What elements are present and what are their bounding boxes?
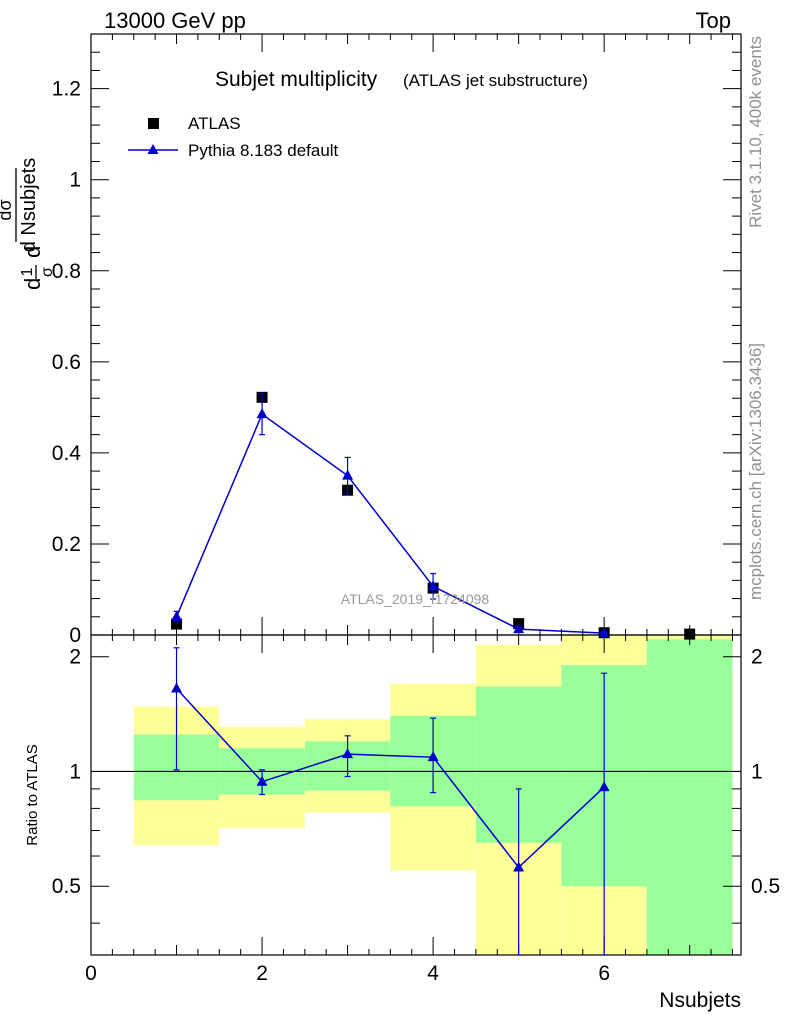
x-tick-label: 2	[256, 962, 268, 985]
ratio-tick-label-right: 2	[751, 646, 763, 669]
chart-title: Subjet multiplicity	[215, 68, 378, 91]
mc-point	[598, 627, 610, 638]
y-tick-label: 0.8	[52, 260, 81, 283]
y-tick-label: 0.2	[52, 533, 81, 556]
atlas-point	[684, 628, 696, 640]
ratio-point	[427, 751, 439, 762]
ratio-tick-label-left: 0.5	[52, 875, 81, 898]
mc-point	[256, 408, 268, 419]
x-axis-label: Nsubjets	[659, 989, 741, 1012]
ratio-uncertainty-bands	[133, 635, 733, 955]
ratio-band-green-6	[646, 639, 733, 955]
ratio-tick-label-left: 1	[69, 760, 81, 783]
ratio-axis-label: Ratio to ATLAS	[24, 744, 41, 845]
rivet-version-label: Rivet 3.1.10, 400k events	[746, 36, 765, 228]
y-label-frac1-num: 1	[19, 267, 36, 276]
ratio-point	[171, 682, 183, 693]
energy-label: 13000 GeV pp	[104, 8, 246, 33]
y-axis-label: d 1 σ d dσ d Nsubjets	[0, 158, 56, 290]
legend-data-marker	[148, 118, 159, 129]
y-tick-label: 0.6	[52, 351, 81, 374]
ratio-point	[256, 775, 268, 786]
y-tick-label: 1	[69, 169, 81, 192]
y-label-frac2-num: dσ	[0, 199, 15, 220]
legend: ATLAS Pythia 8.183 default	[128, 114, 339, 160]
ratio-line	[175, 688, 605, 869]
y-label-frac1-den: σ	[39, 267, 56, 277]
mc-point	[171, 610, 183, 621]
atlas-point	[171, 618, 183, 630]
chart-subtitle: (ATLAS jet substructure)	[403, 71, 588, 90]
y-label-d: d	[20, 246, 45, 258]
axis-tick-labels: 0 2 4 600.20.40.60.811.20.5 0.51 12 2	[52, 78, 780, 985]
ratio-tick-label-right: 0.5	[751, 875, 780, 898]
y-label-prefix: d	[20, 278, 45, 290]
y-tick-label: 0	[69, 624, 81, 647]
ratio-tick-label-right: 1	[751, 760, 763, 783]
analysis-id-label: ATLAS_2019_I1724098	[341, 591, 490, 607]
x-tick-label: 0	[85, 962, 97, 985]
ratio-point	[513, 861, 525, 872]
legend-data-label: ATLAS	[188, 114, 241, 133]
mc-point	[342, 469, 354, 480]
mc-point	[427, 580, 439, 591]
ratio-plot-frame	[90, 634, 742, 956]
y-tick-label: 0.4	[52, 442, 82, 465]
ratio-point	[342, 748, 354, 759]
legend-mc-label: Pythia 8.183 default	[188, 141, 339, 160]
legend-mc-marker	[147, 144, 159, 154]
mc-line	[175, 413, 605, 634]
ratio-point	[598, 781, 610, 792]
data-series	[91, 391, 741, 956]
y-label-frac2-den: d Nsubjets	[18, 158, 40, 253]
x-tick-label: 6	[598, 962, 610, 985]
x-tick-label: 4	[427, 962, 439, 985]
process-label: Top	[696, 8, 731, 33]
mc-point	[513, 623, 525, 634]
mcplots-label: mcplots.cern.ch [arXiv:1306.3436]	[746, 343, 765, 600]
y-tick-label: 1.2	[52, 78, 81, 101]
ratio-tick-label-left: 2	[69, 646, 81, 669]
